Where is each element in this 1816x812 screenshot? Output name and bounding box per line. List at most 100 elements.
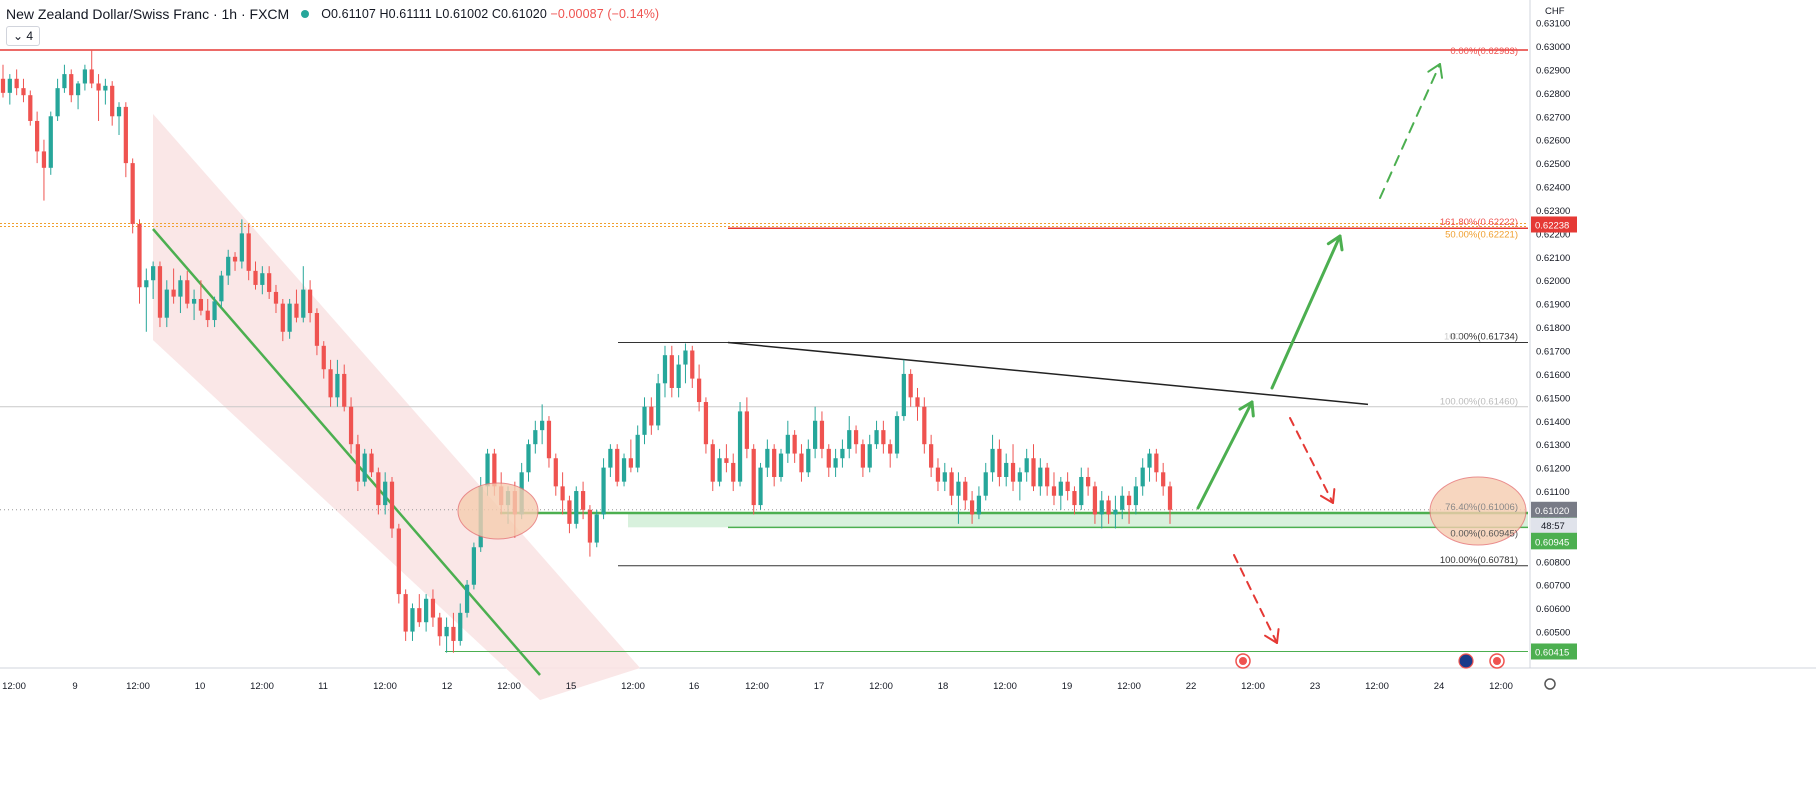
y-tick-label: 0.60600	[1536, 604, 1570, 615]
candle-body	[1161, 472, 1166, 487]
y-tick-label: 0.62100	[1536, 253, 1570, 264]
candle-body	[55, 88, 60, 117]
candle-body	[396, 528, 401, 595]
y-tick-label: 0.61500	[1536, 393, 1570, 404]
candle-body	[669, 355, 674, 388]
candle-body	[89, 69, 94, 84]
countdown-badge	[1531, 517, 1577, 533]
candle-body	[321, 345, 326, 370]
candle-body	[888, 444, 893, 454]
candle-body	[765, 448, 770, 468]
close-value: C0.61020	[491, 7, 547, 21]
candle-body	[1120, 495, 1125, 510]
downtrend-line	[152, 228, 541, 676]
candle-body	[1099, 500, 1104, 515]
candle-body	[860, 444, 866, 468]
low-value: L0.61002	[435, 7, 489, 21]
candle-body	[1072, 491, 1077, 506]
y-tick-label: 0.61100	[1536, 487, 1570, 498]
open-value: O0.61107	[321, 7, 376, 21]
candle-body	[1154, 453, 1159, 473]
candle-body	[410, 608, 415, 632]
candle-body	[301, 289, 306, 318]
candle-body	[867, 444, 872, 468]
x-tick-label: 12:00	[621, 681, 645, 692]
x-tick-label: 12:00	[1241, 681, 1265, 692]
candle-body	[110, 85, 115, 117]
x-tick-label: 12:00	[869, 681, 893, 692]
candle-body	[533, 430, 538, 445]
candle-body	[151, 266, 156, 281]
candle-body	[710, 444, 715, 482]
candle-body	[191, 298, 197, 304]
x-tick-label: 24	[1434, 681, 1445, 692]
y-tick-label: 0.62500	[1536, 159, 1570, 170]
candle-body	[1038, 467, 1043, 487]
candle-body	[62, 74, 67, 89]
y-tick-label: 0.62300	[1536, 206, 1570, 217]
bullish-arrow-1-head	[1238, 400, 1255, 418]
candle-body	[253, 270, 258, 285]
candle-body	[881, 430, 886, 445]
candle-body	[703, 402, 709, 445]
candle-body	[1092, 486, 1098, 515]
candle-body	[744, 411, 749, 449]
candle-body	[314, 313, 320, 346]
fib-label: 50.00%(0.62221)	[1445, 229, 1518, 240]
candle-body	[874, 430, 879, 445]
x-tick-label: 16	[689, 681, 700, 692]
candle-body	[635, 434, 640, 468]
candle-body	[942, 472, 947, 482]
bullish-arrow-dashed	[1379, 63, 1441, 199]
fib-label: 161.80%(0.62222)	[1440, 217, 1518, 228]
candle-body	[69, 74, 74, 96]
flag-icon	[1458, 653, 1474, 669]
high-value: H0.61111	[379, 7, 432, 21]
x-tick-label: 17	[814, 681, 825, 692]
chart-header: New Zealand Dollar/Swiss Franc · 1h · FX…	[6, 6, 659, 22]
candle-body	[430, 598, 436, 618]
candle-body	[601, 467, 606, 515]
candle-body	[656, 383, 661, 426]
bearish-arrow-1	[1289, 417, 1334, 504]
indicators-toggle[interactable]: ⌄ 4	[6, 26, 41, 46]
candle-body	[14, 78, 19, 89]
candle-body	[901, 373, 906, 417]
x-tick-label: 12:00	[497, 681, 521, 692]
candle-body	[485, 453, 490, 487]
candle-body	[908, 373, 913, 398]
symbol-title[interactable]: New Zealand Dollar/Swiss Franc · 1h · FX…	[6, 6, 290, 22]
countdown-label: 48:57	[1541, 521, 1565, 532]
candle-body	[424, 598, 429, 623]
y-tick-label: 0.63000	[1536, 42, 1570, 53]
highlight-circle-left	[457, 482, 539, 540]
candle-body	[212, 301, 217, 321]
candle-body	[294, 303, 299, 318]
candle-body	[198, 298, 204, 311]
y-tick-label: 0.61700	[1536, 347, 1570, 358]
candle-body	[717, 458, 722, 482]
bearish-arrow-2	[1233, 554, 1278, 644]
y-tick-label: 0.62000	[1536, 276, 1570, 287]
candle-body	[676, 364, 681, 388]
x-tick-label: 12:00	[1365, 681, 1389, 692]
candle-body	[328, 369, 333, 398]
candle-body	[642, 406, 647, 435]
candle-body	[389, 481, 395, 529]
candle-body	[1065, 481, 1070, 492]
y-tick-label: 0.61200	[1536, 464, 1570, 475]
candle-body	[226, 256, 231, 276]
candle-body	[935, 467, 941, 482]
candle-body	[690, 350, 695, 379]
candle-body	[751, 448, 756, 506]
bullish-arrow-dashed-head	[1427, 63, 1444, 79]
candle-body	[369, 453, 374, 473]
candle-body	[335, 373, 340, 398]
fib-label: 76.40%(0.61006)	[1445, 502, 1518, 513]
price-badge-label: 0.60945	[1535, 537, 1569, 548]
candle-body	[1147, 453, 1152, 468]
candle-body	[307, 289, 313, 314]
candle-body	[983, 472, 988, 496]
candle-body	[990, 448, 995, 473]
